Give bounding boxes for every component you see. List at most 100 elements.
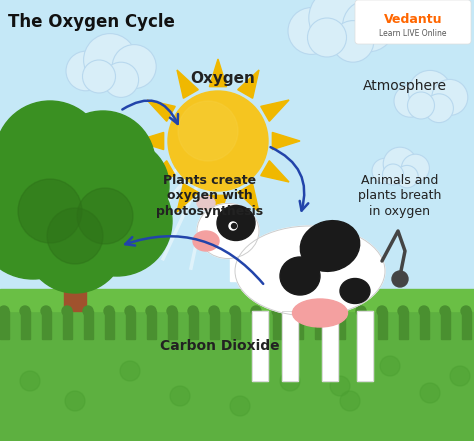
- Circle shape: [49, 109, 81, 140]
- Circle shape: [66, 116, 92, 142]
- Circle shape: [62, 306, 72, 316]
- Circle shape: [314, 306, 324, 316]
- Circle shape: [309, 0, 371, 49]
- Bar: [462, 311, 471, 339]
- Circle shape: [425, 94, 454, 123]
- Circle shape: [25, 193, 125, 293]
- Ellipse shape: [280, 257, 320, 295]
- Circle shape: [20, 371, 40, 391]
- Ellipse shape: [301, 220, 360, 271]
- Circle shape: [0, 306, 9, 316]
- Polygon shape: [261, 100, 289, 121]
- Circle shape: [377, 306, 387, 316]
- Polygon shape: [210, 59, 227, 87]
- Circle shape: [18, 179, 82, 243]
- Bar: [168, 311, 177, 339]
- Circle shape: [280, 371, 300, 391]
- Bar: [105, 311, 114, 339]
- Circle shape: [77, 188, 133, 244]
- Bar: [64, 236, 86, 311]
- Bar: [147, 311, 156, 339]
- Bar: [441, 311, 450, 339]
- Circle shape: [209, 306, 219, 316]
- Circle shape: [308, 18, 346, 57]
- Circle shape: [61, 126, 82, 146]
- Circle shape: [39, 120, 63, 143]
- Circle shape: [392, 271, 408, 287]
- Polygon shape: [273, 132, 300, 149]
- Polygon shape: [261, 161, 289, 182]
- Circle shape: [0, 133, 75, 229]
- Circle shape: [83, 34, 137, 86]
- Circle shape: [125, 306, 135, 316]
- Bar: [322, 311, 338, 381]
- FancyArrowPatch shape: [125, 236, 263, 284]
- FancyBboxPatch shape: [355, 0, 471, 44]
- Circle shape: [146, 306, 156, 316]
- Circle shape: [112, 45, 156, 89]
- Circle shape: [272, 306, 282, 316]
- Circle shape: [343, 0, 394, 52]
- Ellipse shape: [197, 196, 215, 210]
- Bar: [252, 311, 261, 339]
- Bar: [420, 311, 429, 339]
- Circle shape: [383, 147, 417, 181]
- Text: Oxygen: Oxygen: [191, 71, 255, 86]
- Bar: [378, 311, 387, 339]
- Circle shape: [332, 21, 374, 62]
- Circle shape: [432, 79, 468, 116]
- Circle shape: [330, 376, 350, 396]
- Circle shape: [0, 101, 105, 211]
- Circle shape: [62, 166, 172, 276]
- Circle shape: [82, 60, 116, 93]
- Circle shape: [120, 361, 140, 381]
- Text: Vedantu: Vedantu: [384, 13, 442, 26]
- Bar: [126, 311, 135, 339]
- Circle shape: [77, 140, 169, 232]
- Bar: [210, 311, 219, 339]
- Circle shape: [461, 306, 471, 316]
- Circle shape: [188, 306, 198, 316]
- Circle shape: [409, 71, 452, 114]
- Bar: [42, 311, 51, 339]
- Polygon shape: [147, 100, 175, 121]
- FancyArrowPatch shape: [122, 101, 178, 124]
- Bar: [0, 301, 474, 441]
- Circle shape: [178, 101, 238, 161]
- Bar: [282, 311, 298, 381]
- Circle shape: [231, 224, 237, 228]
- Polygon shape: [147, 161, 175, 182]
- Polygon shape: [210, 195, 227, 223]
- Circle shape: [251, 306, 261, 316]
- Bar: [189, 311, 198, 339]
- Ellipse shape: [217, 206, 255, 240]
- Ellipse shape: [292, 299, 347, 327]
- Circle shape: [372, 158, 397, 183]
- Bar: [273, 311, 282, 339]
- Circle shape: [230, 306, 240, 316]
- Circle shape: [168, 91, 268, 191]
- Circle shape: [41, 306, 51, 316]
- Circle shape: [293, 306, 303, 316]
- Circle shape: [51, 111, 155, 215]
- Circle shape: [394, 85, 427, 117]
- FancyArrowPatch shape: [271, 147, 308, 211]
- Bar: [252, 311, 268, 381]
- Polygon shape: [177, 70, 198, 98]
- Circle shape: [340, 391, 360, 411]
- Ellipse shape: [235, 226, 385, 316]
- Bar: [231, 311, 240, 339]
- Bar: [322, 311, 338, 381]
- Bar: [315, 311, 324, 339]
- Circle shape: [288, 7, 335, 54]
- Circle shape: [66, 51, 106, 91]
- Bar: [399, 311, 408, 339]
- Text: Carbon Dioxide: Carbon Dioxide: [160, 339, 280, 353]
- Circle shape: [47, 208, 103, 264]
- Ellipse shape: [197, 203, 259, 258]
- Circle shape: [0, 116, 150, 266]
- Bar: [357, 311, 373, 381]
- Bar: [0, 311, 9, 339]
- Bar: [84, 311, 93, 339]
- Text: Animals and
plants breath
in oxygen: Animals and plants breath in oxygen: [358, 175, 442, 217]
